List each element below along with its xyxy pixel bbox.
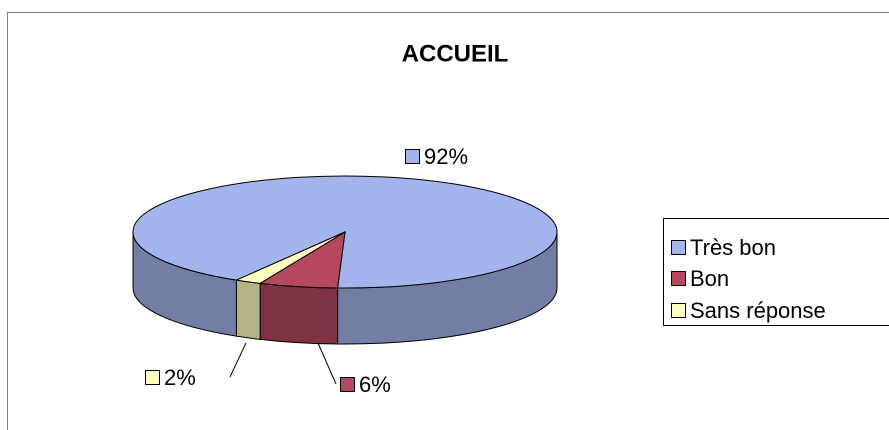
data-label: 2% <box>164 365 196 390</box>
label-swatch <box>145 370 160 385</box>
chart-title: ACCUEIL <box>402 40 509 67</box>
data-label: 92% <box>424 144 468 169</box>
legend-swatch <box>671 303 686 318</box>
legend-label: Bon <box>690 266 729 291</box>
legend: Très bon Bon Sans réponse <box>671 235 826 323</box>
pie-tops <box>132 175 558 289</box>
slice <box>132 175 558 289</box>
slice-side <box>259 282 339 345</box>
leader-line <box>317 342 337 385</box>
slice-side <box>235 279 261 340</box>
legend-label: Très bon <box>690 235 776 260</box>
leader-line <box>229 342 247 378</box>
data-labels: 92% 6% 2% <box>145 144 468 397</box>
label-swatch <box>405 149 420 164</box>
legend-swatch <box>671 240 686 255</box>
legend-swatch <box>671 271 686 286</box>
slice <box>234 231 346 284</box>
chart-frame <box>7 12 889 430</box>
label-swatch <box>340 377 355 392</box>
legend-box <box>663 218 889 326</box>
legend-label: Sans réponse <box>690 298 826 323</box>
data-label: 6% <box>359 372 391 397</box>
